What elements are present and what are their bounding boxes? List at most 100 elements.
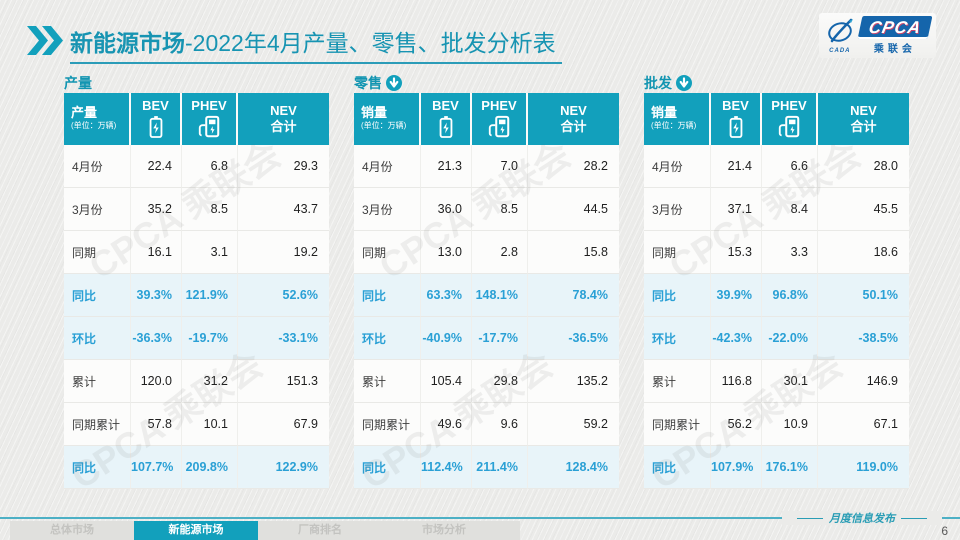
- header-bev-cell: BEV: [421, 93, 472, 145]
- header-phev-cell: PHEV: [762, 93, 818, 145]
- value-cell: 96.8%: [762, 274, 818, 317]
- table-row: 3月份 35.2 8.5 43.7: [64, 188, 329, 231]
- value-cell: 8.5: [182, 188, 238, 231]
- footer-tab-oem-ranking[interactable]: 厂商排名: [298, 524, 342, 536]
- value-cell: 56.2: [711, 403, 762, 446]
- table-row: 同比 63.3% 148.1% 78.4%: [354, 274, 619, 317]
- value-cell: 30.1: [762, 360, 818, 403]
- footer-note-text: 月度信息发布: [829, 512, 895, 525]
- value-cell: 9.6: [472, 403, 528, 446]
- value-cell: 21.4: [711, 145, 762, 188]
- value-cell: 3.3: [762, 231, 818, 274]
- value-cell: 29.8: [472, 360, 528, 403]
- table-row: 3月份 37.1 8.4 45.5: [644, 188, 909, 231]
- value-cell: 45.5: [818, 188, 909, 231]
- section-label: 批发: [644, 74, 672, 91]
- row-label: 4月份: [64, 145, 131, 188]
- footer-tab-market-analysis[interactable]: 市场分析: [422, 524, 466, 536]
- value-cell: 19.2: [238, 231, 329, 274]
- row-label: 累计: [644, 360, 711, 403]
- value-cell: 135.2: [528, 360, 619, 403]
- row-label: 同期: [644, 231, 711, 274]
- table-retail: 零售销量 (单位：万辆) BEV PHEV NEV 合计 4月份 21.3 7.0 28.2 3月份…: [354, 72, 619, 497]
- cpca-logo: CADA CPCA 乘联会: [818, 13, 936, 58]
- value-cell: 28.2: [528, 145, 619, 188]
- value-cell: 13.0: [421, 231, 472, 274]
- value-cell: 151.3: [238, 360, 329, 403]
- value-cell: 49.6: [421, 403, 472, 446]
- value-cell: 112.4%: [421, 446, 472, 489]
- decorative-dash: [901, 517, 927, 519]
- data-table-production: 产量 (单位：万辆) BEV PHEV NEV 合计 4月份 22.4 6.8 29.3 3月份 35…: [64, 93, 329, 489]
- value-cell: 67.9: [238, 403, 329, 446]
- value-cell: 8.5: [472, 188, 528, 231]
- cpca-name: CPCA: [857, 16, 933, 39]
- value-cell: 57.8: [131, 403, 182, 446]
- table-row: 同期 15.3 3.3 18.6: [644, 231, 909, 274]
- value-cell: 6.6: [762, 145, 818, 188]
- battery-icon: [711, 115, 760, 139]
- cpca-wordmark: CPCA 乘联会: [857, 16, 933, 55]
- value-cell: 10.9: [762, 403, 818, 446]
- value-cell: 29.3: [238, 145, 329, 188]
- value-cell: 15.3: [711, 231, 762, 274]
- section-title-wholesale: 批发: [644, 72, 909, 93]
- header-unit-cell: 销量 (单位：万辆): [644, 93, 711, 145]
- table-row: 累计 105.4 29.8 135.2: [354, 360, 619, 403]
- row-label: 同比: [64, 274, 131, 317]
- data-table-retail: 销量 (单位：万辆) BEV PHEV NEV 合计 4月份 21.3 7.0 28.2 3月份 36…: [354, 93, 619, 489]
- row-label: 同比: [354, 274, 421, 317]
- header-unit-cell: 销量 (单位：万辆): [354, 93, 421, 145]
- table-row: 同期累计 57.8 10.1 67.9: [64, 403, 329, 446]
- page-number: 6: [941, 524, 948, 538]
- value-cell: 50.1%: [818, 274, 909, 317]
- row-label: 3月份: [644, 188, 711, 231]
- header-unit-cell: 产量 (单位：万辆): [64, 93, 131, 145]
- row-label: 累计: [354, 360, 421, 403]
- table-row: 3月份 36.0 8.5 44.5: [354, 188, 619, 231]
- value-cell: 10.1: [182, 403, 238, 446]
- table-row: 4月份 22.4 6.8 29.3: [64, 145, 329, 188]
- value-cell: -42.3%: [711, 317, 762, 360]
- row-label: 同期: [64, 231, 131, 274]
- section-label: 产量: [64, 74, 92, 91]
- table-header-row: 销量 (单位：万辆) BEV PHEV NEV 合计: [354, 93, 619, 145]
- value-cell: 148.1%: [472, 274, 528, 317]
- section-label: 零售: [354, 74, 382, 91]
- data-table-wholesale: 销量 (单位：万辆) BEV PHEV NEV 合计 4月份 21.4 6.6 28.0 3月份 37…: [644, 93, 909, 489]
- table-row: 同比 107.7% 209.8% 122.9%: [64, 446, 329, 489]
- table-row: 同期 16.1 3.1 19.2: [64, 231, 329, 274]
- table-row: 4月份 21.3 7.0 28.2: [354, 145, 619, 188]
- value-cell: 36.0: [421, 188, 472, 231]
- value-cell: 35.2: [131, 188, 182, 231]
- value-cell: 67.1: [818, 403, 909, 446]
- value-cell: 107.7%: [131, 446, 182, 489]
- value-cell: 8.4: [762, 188, 818, 231]
- row-label: 3月份: [64, 188, 131, 231]
- value-cell: 6.8: [182, 145, 238, 188]
- tables-row: 产量 产量 (单位：万辆) BEV PHEV NEV 合计 4月份 22.4 6.8 29.3 3月份…: [64, 72, 909, 497]
- cpca-emblem-icon: CADA: [825, 18, 855, 54]
- value-cell: 28.0: [818, 145, 909, 188]
- double-chevron-icon: [27, 26, 63, 60]
- charging-station-icon: [472, 115, 526, 139]
- table-row: 累计 120.0 31.2 151.3: [64, 360, 329, 403]
- table-header-row: 产量 (单位：万辆) BEV PHEV NEV 合计: [64, 93, 329, 145]
- value-cell: 39.3%: [131, 274, 182, 317]
- row-label: 同比: [354, 446, 421, 489]
- page-title-emphasis: 新能源市场: [70, 30, 185, 56]
- footer-tab-nev-market[interactable]: 新能源市场: [134, 521, 258, 540]
- value-cell: 43.7: [238, 188, 329, 231]
- decorative-dash: [797, 517, 823, 519]
- table-row: 同比 107.9% 176.1% 119.0%: [644, 446, 909, 489]
- page-title-rest: -2022年4月产量、零售、批发分析表: [185, 30, 556, 56]
- row-label: 环比: [354, 317, 421, 360]
- row-label: 环比: [64, 317, 131, 360]
- value-cell: 2.8: [472, 231, 528, 274]
- section-title-production: 产量: [64, 72, 329, 93]
- value-cell: 39.9%: [711, 274, 762, 317]
- footer-tab-overall-market[interactable]: 总体市场: [50, 524, 94, 536]
- value-cell: -40.9%: [421, 317, 472, 360]
- emblem-label: CADA: [829, 47, 851, 54]
